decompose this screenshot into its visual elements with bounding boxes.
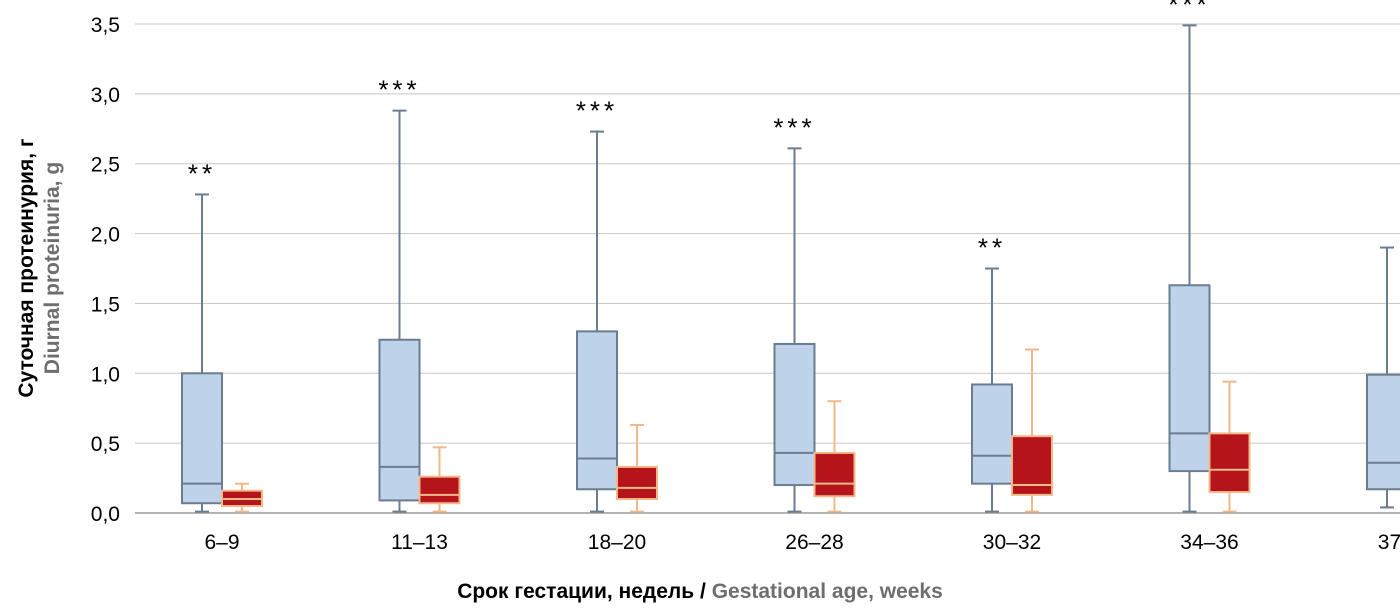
box	[181, 372, 223, 505]
box-groups	[181, 24, 1400, 513]
box	[773, 342, 816, 487]
y-tick-label: 0,5	[91, 433, 120, 456]
box-group	[971, 267, 1053, 513]
y-tick-label: 1,0	[91, 363, 120, 386]
box-group	[773, 147, 856, 513]
box	[616, 465, 658, 501]
y-tick-label: 2,0	[91, 224, 120, 247]
box	[378, 338, 421, 502]
x-axis-title-ru: Срок гестации, недель /	[457, 580, 706, 603]
box-group	[181, 193, 263, 513]
x-tick-label: 18–20	[588, 531, 646, 554]
significance-markers: ****************	[188, 0, 1210, 263]
y-tick-labels: 0,0 0,5 1,0 1,5 2,0 2,5 3,0 3,5	[91, 14, 120, 526]
box-group	[1366, 246, 1400, 509]
x-axis-title: Срок гестации, недель / Gestational age,…	[0, 580, 1400, 604]
x-tick-label: 11–13	[391, 531, 448, 554]
x-axis-title-en: Gestational age, weeks	[711, 580, 943, 603]
box-group	[378, 109, 461, 513]
x-tick-label: 26–28	[785, 531, 843, 554]
significance-marker: ***	[773, 112, 815, 142]
y-tick-label: 3,0	[91, 84, 120, 107]
x-tick-labels: 6–9 11–13 18–20 26–28 30–32 34–36 37–38	[204, 531, 1400, 554]
box	[1366, 373, 1400, 491]
box	[813, 451, 856, 498]
y-tick-label: 0,0	[91, 503, 120, 526]
gridlines	[135, 23, 1400, 444]
significance-marker: ***	[378, 75, 420, 105]
y-tick-label: 1,5	[91, 293, 120, 316]
y-axis-title-ru: Суточная протеинурия, г	[15, 138, 38, 398]
box	[971, 383, 1013, 485]
x-tick-label: 6–9	[204, 531, 239, 554]
box-group	[1168, 24, 1251, 513]
significance-marker: **	[188, 158, 216, 188]
y-axis-title-en: Diurnal proteinuria, g	[41, 161, 64, 375]
y-tick-label: 3,5	[91, 14, 120, 37]
significance-marker: ***	[1168, 0, 1210, 19]
box	[1208, 432, 1251, 494]
y-axis-title: Суточная протеинурия, г Diurnal proteinu…	[0, 0, 80, 520]
box-group	[576, 130, 658, 513]
box	[418, 475, 461, 505]
significance-marker: ***	[576, 96, 618, 126]
significance-marker: **	[978, 233, 1006, 263]
box	[1168, 284, 1211, 473]
x-tick-label: 37–38	[1378, 531, 1400, 554]
box	[576, 330, 618, 491]
y-tick-label: 2,5	[91, 154, 120, 177]
x-tick-label: 30–32	[983, 531, 1041, 554]
x-tick-label: 34–36	[1180, 531, 1238, 554]
